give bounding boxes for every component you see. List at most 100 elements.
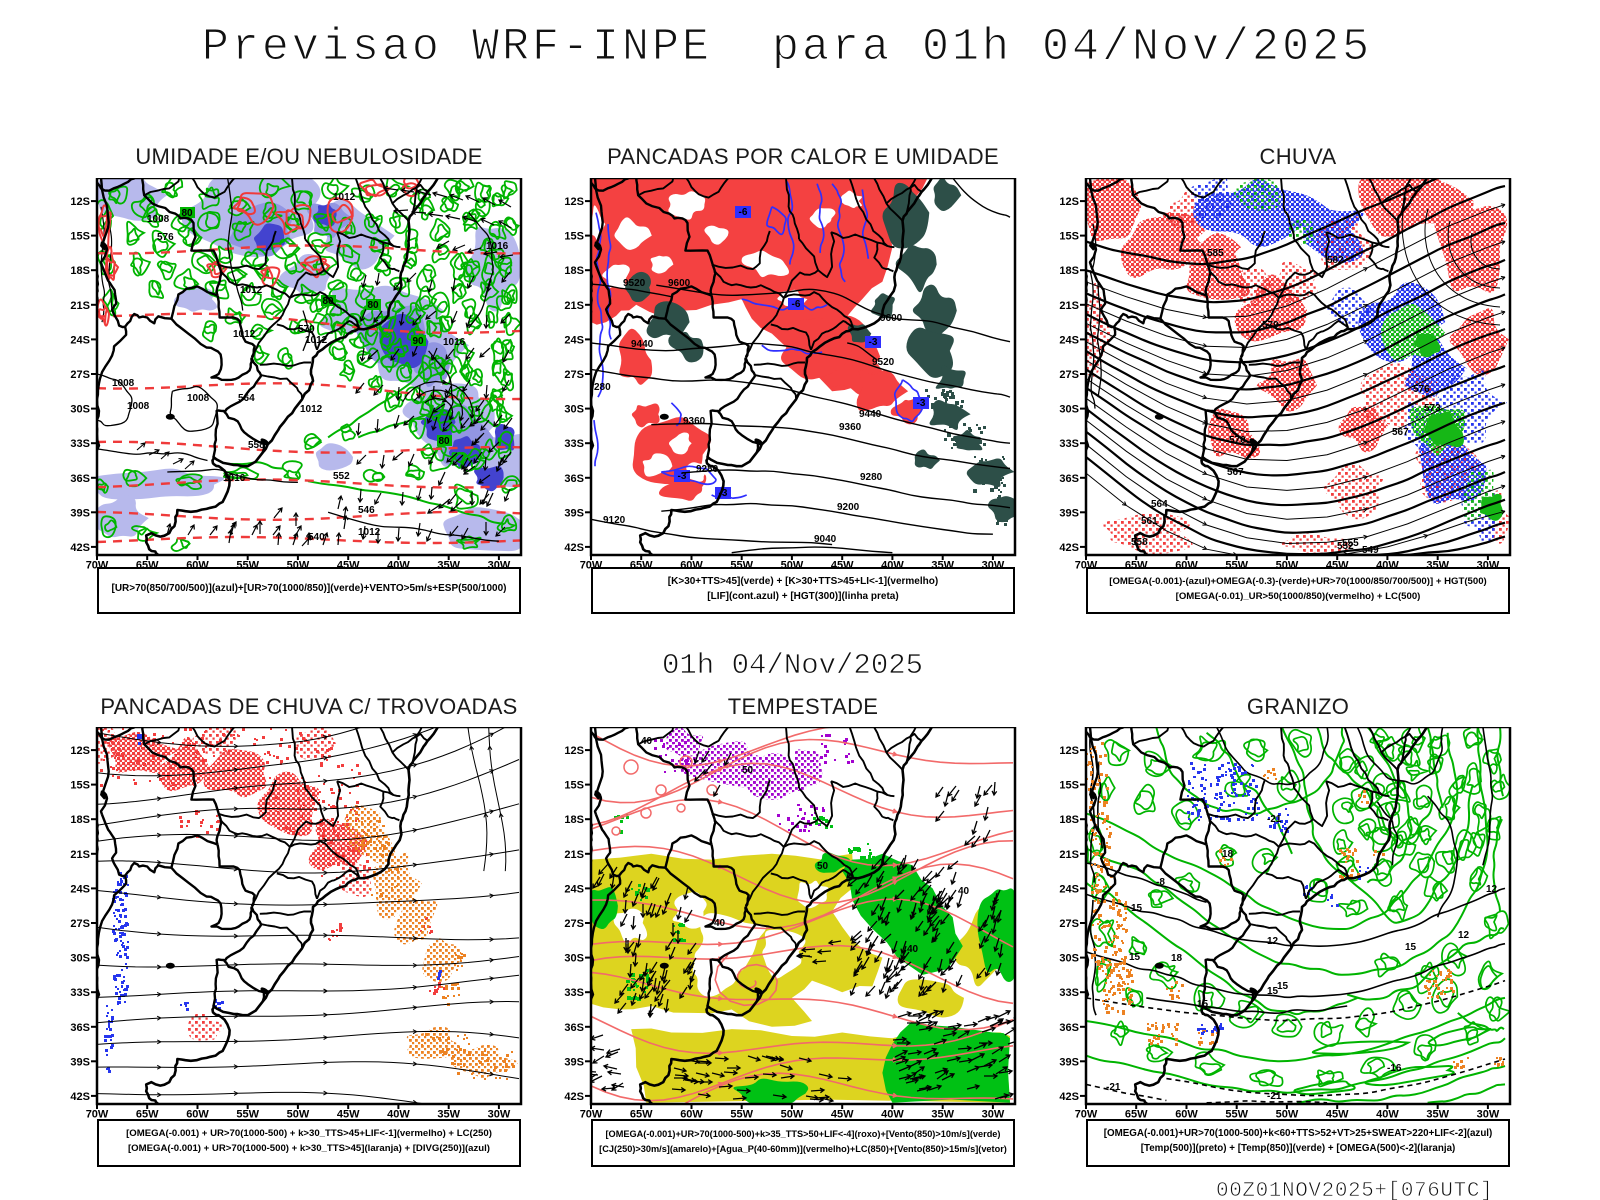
svg-text:40: 40	[958, 886, 970, 897]
svg-text:-3: -3	[869, 337, 878, 348]
svg-text:39S: 39S	[564, 507, 584, 519]
svg-text:558: 558	[248, 440, 265, 451]
svg-text:18S: 18S	[564, 265, 584, 277]
svg-text:12S: 12S	[564, 196, 584, 208]
svg-text:21S: 21S	[1059, 300, 1079, 312]
svg-text:60W: 60W	[680, 1109, 703, 1121]
svg-text:42S: 42S	[70, 542, 90, 554]
svg-text:21S: 21S	[564, 849, 584, 861]
svg-text:12S: 12S	[1059, 745, 1079, 757]
svg-text:24S: 24S	[1059, 883, 1079, 895]
svg-text:567: 567	[1392, 427, 1409, 438]
svg-text:552: 552	[1337, 541, 1354, 552]
svg-text:558: 558	[1131, 537, 1148, 548]
svg-text:9600: 9600	[880, 313, 903, 324]
svg-text:50: 50	[742, 765, 754, 776]
svg-text:585: 585	[1207, 248, 1224, 259]
svg-text:1008: 1008	[147, 214, 170, 225]
svg-text:1012: 1012	[358, 527, 381, 538]
svg-text:36S: 36S	[70, 1022, 90, 1034]
svg-text:-21: -21	[1267, 814, 1282, 825]
svg-text:567: 567	[1227, 467, 1244, 478]
svg-text:573: 573	[1424, 403, 1441, 414]
svg-text:21S: 21S	[1059, 849, 1079, 861]
svg-text:15S: 15S	[70, 231, 90, 243]
svg-text:1016: 1016	[223, 473, 246, 484]
svg-text:35W: 35W	[1426, 1109, 1449, 1121]
svg-text:30W: 30W	[982, 1109, 1005, 1121]
svg-text:21S: 21S	[70, 849, 90, 861]
svg-text:45W: 45W	[831, 1109, 854, 1121]
svg-text:576: 576	[157, 232, 174, 243]
svg-text:12S: 12S	[70, 745, 90, 757]
svg-text:15S: 15S	[564, 231, 584, 243]
svg-text:1016: 1016	[443, 337, 466, 348]
svg-text:33S: 33S	[70, 987, 90, 999]
svg-text:280: 280	[594, 382, 611, 393]
svg-text:36S: 36S	[1059, 1022, 1079, 1034]
svg-text:12S: 12S	[1059, 196, 1079, 208]
svg-text:-6: -6	[792, 299, 801, 310]
svg-text:1012: 1012	[240, 285, 263, 296]
svg-text:-6: -6	[739, 207, 748, 218]
svg-text:33S: 33S	[1059, 987, 1079, 999]
svg-text:36S: 36S	[564, 473, 584, 485]
svg-text:18S: 18S	[1059, 814, 1079, 826]
svg-text:21S: 21S	[564, 300, 584, 312]
svg-text:-3: -3	[719, 488, 728, 499]
svg-text:540: 540	[308, 532, 325, 543]
svg-text:30W: 30W	[488, 1109, 511, 1121]
svg-text:-21: -21	[1106, 1082, 1121, 1093]
svg-text:40: 40	[907, 944, 919, 955]
svg-text:55W: 55W	[1225, 1109, 1248, 1121]
svg-text:30S: 30S	[564, 404, 584, 416]
svg-text:15: 15	[1267, 986, 1279, 997]
svg-text:9360: 9360	[683, 416, 706, 427]
svg-text:40W: 40W	[881, 1109, 904, 1121]
svg-text:42S: 42S	[1059, 1091, 1079, 1103]
svg-text:42S: 42S	[564, 1091, 584, 1103]
svg-text:65W: 65W	[1125, 1109, 1148, 1121]
svg-text:33S: 33S	[564, 987, 584, 999]
svg-text:570: 570	[1229, 435, 1246, 446]
svg-text:15S: 15S	[1059, 231, 1079, 243]
svg-text:9520: 9520	[872, 357, 895, 368]
svg-text:24S: 24S	[70, 334, 90, 346]
svg-text:65W: 65W	[136, 1109, 159, 1121]
svg-text:55W: 55W	[236, 1109, 259, 1121]
svg-text:552: 552	[333, 471, 350, 482]
svg-text:24S: 24S	[1059, 334, 1079, 346]
svg-text:582: 582	[1327, 255, 1344, 266]
svg-text:21S: 21S	[70, 300, 90, 312]
svg-text:12: 12	[1267, 936, 1279, 947]
svg-text:12S: 12S	[564, 745, 584, 757]
svg-text:564: 564	[1151, 499, 1168, 510]
svg-text:70W: 70W	[86, 1109, 109, 1121]
svg-text:1012: 1012	[233, 329, 256, 340]
svg-text:9600: 9600	[668, 278, 691, 289]
svg-text:30S: 30S	[564, 953, 584, 965]
svg-text:33S: 33S	[1059, 438, 1079, 450]
svg-text:9200: 9200	[837, 502, 860, 513]
svg-text:42S: 42S	[70, 1091, 90, 1103]
svg-text:40W: 40W	[387, 1109, 410, 1121]
svg-text:561: 561	[1141, 516, 1158, 527]
svg-text:9280: 9280	[696, 464, 719, 475]
svg-text:45W: 45W	[337, 1109, 360, 1121]
svg-text:39S: 39S	[564, 1056, 584, 1068]
svg-text:1008: 1008	[187, 393, 210, 404]
svg-text:18: 18	[1222, 849, 1234, 860]
svg-text:9520: 9520	[623, 278, 646, 289]
svg-text:80: 80	[322, 296, 334, 307]
svg-text:18S: 18S	[70, 265, 90, 277]
svg-text:15S: 15S	[564, 780, 584, 792]
svg-text:33S: 33S	[564, 438, 584, 450]
svg-text:-3: -3	[678, 471, 687, 482]
svg-text:35W: 35W	[931, 1109, 954, 1121]
svg-text:27S: 27S	[1059, 369, 1079, 381]
svg-text:18S: 18S	[1059, 265, 1079, 277]
svg-text:15S: 15S	[70, 780, 90, 792]
svg-text:1012: 1012	[305, 335, 328, 346]
svg-text:80: 80	[438, 436, 450, 447]
svg-text:-8: -8	[1156, 877, 1165, 888]
